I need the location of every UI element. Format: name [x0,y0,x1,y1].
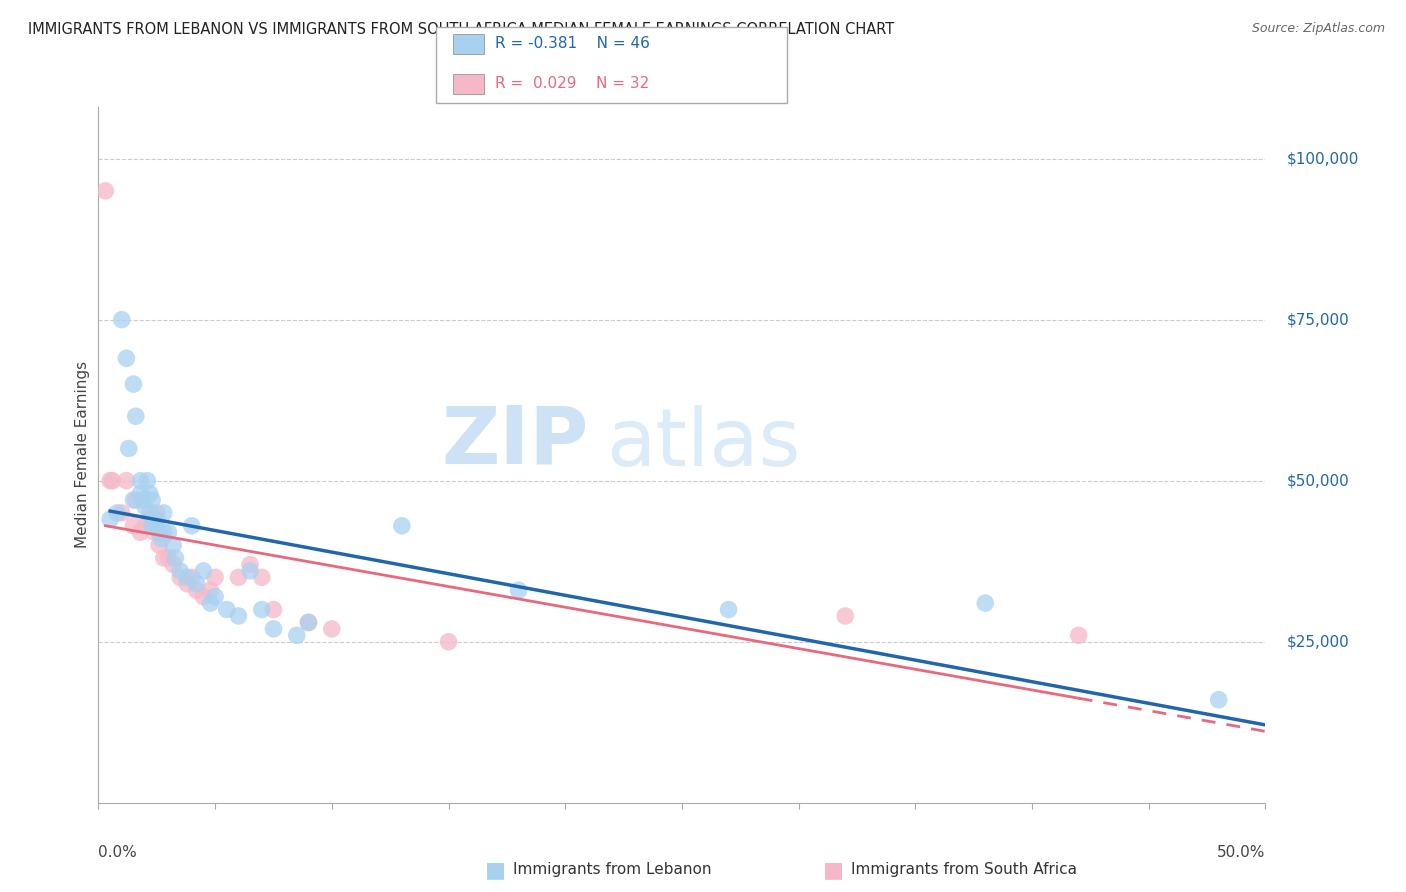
Point [262,622,284,636]
Text: ZIP: ZIP [441,402,589,480]
Point [285,628,308,642]
Point [141,493,163,508]
Point [204,590,226,604]
Point [125,493,148,508]
Point [139,506,162,520]
Y-axis label: Median Female Earnings: Median Female Earnings [75,361,90,549]
Point [193,590,215,604]
Text: $75,000: $75,000 [1286,312,1350,327]
Point [186,576,208,591]
Point [122,493,145,508]
Point [139,512,162,526]
Point [115,474,138,488]
Point [228,609,250,624]
Text: $50,000: $50,000 [1286,473,1350,488]
Point [132,493,155,508]
Text: Source: ZipAtlas.com: Source: ZipAtlas.com [1251,22,1385,36]
Point [180,570,202,584]
Point [94,184,117,198]
Point [176,570,198,584]
Point [157,525,180,540]
Point [134,500,156,514]
Point [129,525,152,540]
Point [717,602,740,616]
Point [176,576,198,591]
Point [250,602,273,616]
Text: IMMIGRANTS FROM LEBANON VS IMMIGRANTS FROM SOUTH AFRICA MEDIAN FEMALE EARNINGS C: IMMIGRANTS FROM LEBANON VS IMMIGRANTS FR… [28,22,894,37]
Point [134,518,156,533]
Point [180,518,202,533]
Point [391,518,413,533]
Point [250,570,273,584]
Text: ■: ■ [823,860,844,880]
Point [204,570,226,584]
Point [200,583,222,598]
Point [239,558,262,572]
Text: ■: ■ [485,860,506,880]
Point [437,634,460,648]
Point [139,486,162,500]
Point [122,377,145,392]
Point [162,538,184,552]
Point [152,551,174,566]
Point [148,525,170,540]
Point [146,518,169,533]
Point [150,532,173,546]
Point [146,506,169,520]
Text: $100,000: $100,000 [1286,151,1358,166]
Point [111,312,134,326]
Text: Immigrants from South Africa: Immigrants from South Africa [851,863,1077,877]
Point [98,512,121,526]
Point [101,474,124,488]
Point [152,525,174,540]
Text: 50.0%: 50.0% [1218,845,1265,860]
Point [834,609,856,624]
Point [143,512,166,526]
Point [129,474,152,488]
Point [115,351,138,366]
Text: $25,000: $25,000 [1286,634,1350,649]
Point [162,558,184,572]
Point [98,474,121,488]
Point [146,512,169,526]
Point [1208,692,1230,706]
Point [122,518,145,533]
Point [200,596,222,610]
Point [215,602,238,616]
Text: R = -0.381    N = 46: R = -0.381 N = 46 [495,37,650,51]
Point [143,525,166,540]
Point [297,615,319,630]
Text: Immigrants from Lebanon: Immigrants from Lebanon [513,863,711,877]
Text: 0.0%: 0.0% [98,845,138,860]
Point [148,538,170,552]
Point [129,486,152,500]
Point [125,409,148,424]
Point [152,506,174,520]
Point [508,583,530,598]
Text: atlas: atlas [606,406,800,483]
Point [228,570,250,584]
Point [136,474,159,488]
Point [974,596,997,610]
Point [165,551,187,566]
Point [111,506,134,520]
Point [169,564,191,578]
Point [193,564,215,578]
Point [321,622,343,636]
Point [239,564,262,578]
Point [157,551,180,566]
Point [118,442,141,456]
Point [297,615,319,630]
Point [141,518,163,533]
Point [169,570,191,584]
Point [1067,628,1090,642]
Text: R =  0.029    N = 32: R = 0.029 N = 32 [495,77,650,91]
Point [262,602,284,616]
Point [105,506,128,520]
Point [186,583,208,598]
